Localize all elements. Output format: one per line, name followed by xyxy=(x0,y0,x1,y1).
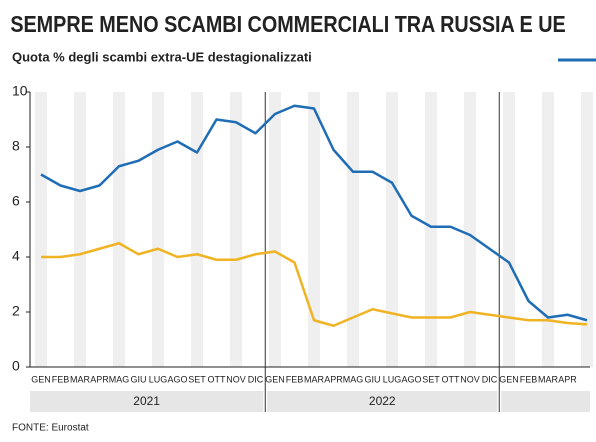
x-tick-label: MAG xyxy=(343,374,364,384)
x-tick-label: NOV xyxy=(226,374,246,384)
y-tick-label: 6 xyxy=(12,193,20,209)
stripe xyxy=(308,92,320,367)
x-tick-label: GEN xyxy=(499,374,519,384)
x-tick-label: SET xyxy=(422,374,440,384)
x-tick-label: MAR xyxy=(304,374,325,384)
x-tick-label: DIC xyxy=(248,374,264,384)
data-line xyxy=(40,104,588,322)
y-tick-label: 0 xyxy=(12,358,20,374)
stripe xyxy=(113,92,125,367)
stripe xyxy=(191,92,203,367)
stripe xyxy=(230,92,242,367)
x-tick-label: AGO xyxy=(167,374,187,384)
source-note: FONTE: Eurostat xyxy=(12,423,89,434)
x-tick-label: AGO xyxy=(401,374,421,384)
x-tick-label: APR xyxy=(90,374,109,384)
y-tick-label: 8 xyxy=(12,138,20,154)
chart-subtitle: Quota % degli scambi extra-UE destagiona… xyxy=(12,49,312,64)
year-label: 2021 xyxy=(133,394,160,408)
x-tick-label: GIU xyxy=(364,374,380,384)
x-tick-label: LUG xyxy=(149,374,168,384)
x-tick-label: MAG xyxy=(109,374,130,384)
x-tick-label: FEB xyxy=(286,374,304,384)
year-band xyxy=(30,391,264,412)
stripe xyxy=(35,92,47,367)
stripe xyxy=(386,92,398,367)
stripe xyxy=(503,92,515,367)
stripe xyxy=(74,92,86,367)
stripe xyxy=(347,92,359,367)
y-tick-label: 2 xyxy=(12,303,20,319)
stripe xyxy=(581,92,593,367)
chart-title: SEMPRE MENO SCAMBI COMMERCIALI TRA RUSSI… xyxy=(10,12,565,38)
x-tick-label: FEB xyxy=(520,374,538,384)
x-tick-label: APR xyxy=(558,374,577,384)
year-band xyxy=(501,391,590,412)
x-tick-label: LUG xyxy=(383,374,402,384)
year-band xyxy=(267,391,498,412)
stripe xyxy=(464,92,476,367)
stripe xyxy=(542,92,554,367)
stripe xyxy=(269,92,281,367)
x-tick-label: MAR xyxy=(70,374,91,384)
stripe xyxy=(425,92,437,367)
x-tick-label: GEN xyxy=(265,374,285,384)
stripe xyxy=(152,92,164,367)
x-tick-label: GIU xyxy=(130,374,146,384)
x-tick-label: FEB xyxy=(52,374,70,384)
y-tick-label: 4 xyxy=(12,248,20,264)
x-tick-label: SET xyxy=(188,374,206,384)
data-line xyxy=(41,242,588,327)
x-tick-label: OTT xyxy=(442,374,460,384)
x-tick-label: OTT xyxy=(208,374,226,384)
year-label: 2022 xyxy=(369,394,396,408)
x-tick-label: MAR xyxy=(538,374,559,384)
x-tick-label: GEN xyxy=(31,374,51,384)
x-tick-label: DIC xyxy=(482,374,498,384)
x-tick-label: NOV xyxy=(460,374,480,384)
y-tick-label: 10 xyxy=(12,83,28,99)
x-tick-label: APR xyxy=(324,374,343,384)
